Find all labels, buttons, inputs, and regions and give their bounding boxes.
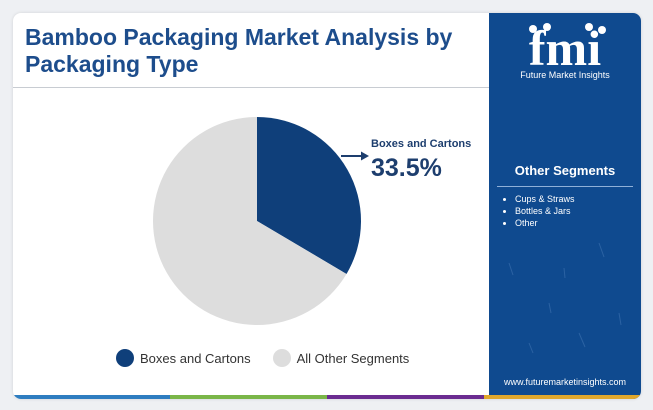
bottom-color-bar [13, 395, 641, 399]
segments-divider [497, 186, 633, 187]
legend-label: Boxes and Cartons [140, 350, 251, 366]
logo-dot-icon [598, 26, 606, 34]
bottom-bar-segment [484, 395, 641, 399]
segment-item: Cups & Straws [515, 193, 575, 205]
pie-slice-all-other-segments [153, 117, 347, 325]
legend-label: All Other Segments [296, 350, 410, 366]
logo-subtitle: Future Market Insights [520, 70, 610, 80]
chart-legend: Boxes and Cartons All Other Segments [116, 349, 431, 367]
legend-swatch-boxes-and-cartons [116, 349, 134, 367]
bottom-bar-segment [170, 395, 327, 399]
bottom-bar-segment [13, 395, 170, 399]
pie-chart [153, 117, 369, 325]
logo-dot-icon [543, 23, 551, 31]
sidebar-panel: fmi Future Market Insights Other Segment… [489, 13, 641, 399]
title-divider [13, 87, 489, 88]
website-url[interactable]: www.futuremarketinsights.com [503, 377, 627, 387]
sidebar-texture [508, 242, 622, 354]
callout-arrow-head [361, 151, 369, 161]
callout-value: 33.5% [371, 154, 442, 182]
logo-dot-icon [529, 25, 537, 33]
legend-swatch-all-other-segments [272, 349, 291, 367]
callout-label: Boxes and Cartons [371, 138, 472, 150]
other-segments-title: Other Segments [514, 163, 616, 178]
logo-dot-icon [585, 23, 593, 31]
report-card: Bamboo Packaging Market Analysis by Pack… [13, 13, 641, 399]
segment-item: Bottles & Jars [515, 205, 575, 217]
bottom-bar-segment [327, 395, 484, 399]
fmi-logo: fmi [529, 20, 606, 76]
legend-item-boxes-and-cartons: Boxes and Cartons [116, 349, 251, 367]
other-segments-list: Cups & Straws Bottles & Jars Other [501, 193, 575, 229]
segment-item: Other [515, 217, 575, 229]
legend-item-all-other-segments: All Other Segments [272, 349, 410, 367]
pie-slice-boxes-and-cartons [257, 117, 361, 274]
page-title: Bamboo Packaging Market Analysis by Pack… [25, 24, 453, 77]
